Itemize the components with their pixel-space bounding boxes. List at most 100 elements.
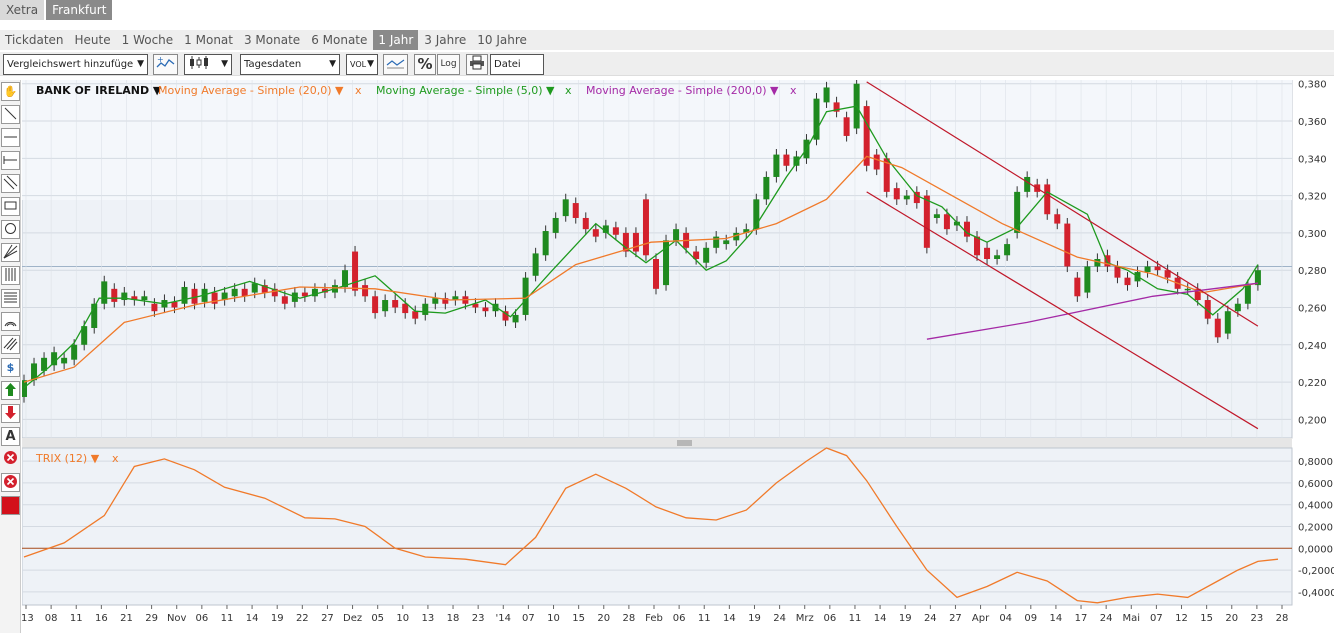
x-tick-label: 08 <box>45 613 58 624</box>
text-tool-icon[interactable]: A <box>1 427 20 446</box>
candle-body <box>793 156 800 166</box>
print-icon[interactable] <box>466 54 488 75</box>
tab-3-jahre[interactable]: 3 Jahre <box>424 33 467 47</box>
legend-ma20-close[interactable]: x <box>355 84 362 97</box>
drawing-toolbar: ✋ $ A <box>0 80 21 633</box>
price-label-icon[interactable]: $ <box>1 358 20 377</box>
legend-instrument[interactable]: BANK OF IRELAND ▼ <box>36 84 162 97</box>
panel-splitter[interactable] <box>22 438 1292 448</box>
candle-body <box>301 292 308 297</box>
data-interval-select[interactable]: Tagesdaten ▼ <box>240 54 340 75</box>
line-style-icon[interactable] <box>383 54 408 75</box>
x-tick-label: 21 <box>120 613 133 624</box>
candle-body <box>392 300 399 308</box>
x-tick-label: Feb <box>645 613 663 624</box>
legend-ma200-close[interactable]: x <box>790 84 797 97</box>
x-tick-label: 05 <box>371 613 384 624</box>
fan-lines-icon[interactable] <box>1 243 20 262</box>
legend-ma5[interactable]: Moving Average - Simple (5,0) ▼ <box>376 84 555 97</box>
data-interval-value: Tagesdaten <box>244 59 302 70</box>
compare-select[interactable]: Vergleichswert hinzufüge ▼ <box>3 54 148 75</box>
candle-body <box>372 296 379 314</box>
arrow-up-icon[interactable] <box>1 381 20 400</box>
price-y-tick-label: 0,340 <box>1298 154 1327 165</box>
candle-body <box>933 214 940 218</box>
arrow-down-icon[interactable] <box>1 404 20 423</box>
tab-xetra[interactable]: Xetra <box>0 0 45 20</box>
file-menu-label: Datei <box>494 59 521 70</box>
legend-ma5-close[interactable]: x <box>565 84 572 97</box>
price-y-tick-label: 0,220 <box>1298 378 1327 389</box>
svg-text:+: + <box>157 55 164 64</box>
tab-1-woche[interactable]: 1 Woche <box>121 33 174 47</box>
legend-trix[interactable]: TRIX (12) ▼ <box>35 452 100 465</box>
splitter-grip-icon[interactable] <box>677 440 692 446</box>
volume-select[interactable]: VOL ▼ <box>346 54 378 75</box>
tab-tickdaten[interactable]: Tickdaten <box>5 33 64 47</box>
tab-1-jahr[interactable]: 1 Jahr <box>373 30 419 50</box>
delete-all-icon[interactable] <box>1 473 20 492</box>
candle-body <box>1104 255 1111 267</box>
candle-body <box>522 277 529 315</box>
ellipse-icon[interactable] <box>1 220 20 239</box>
file-menu-button[interactable]: Datei <box>490 54 544 75</box>
legend-ma200[interactable]: Moving Average - Simple (200,0) ▼ <box>586 84 779 97</box>
candle-body <box>422 303 429 315</box>
candle-body <box>883 158 890 192</box>
candle-body <box>562 199 569 217</box>
chart-type-select[interactable]: ▼ <box>184 54 232 75</box>
parallel-channel-icon[interactable] <box>1 174 20 193</box>
horizontal-line-icon[interactable] <box>1 128 20 147</box>
tab-heute[interactable]: Heute <box>74 33 111 47</box>
ray-line-icon[interactable] <box>1 151 20 170</box>
candle-body <box>612 227 619 235</box>
rectangle-icon[interactable] <box>1 197 20 216</box>
price-y-tick-label: 0,300 <box>1298 229 1327 240</box>
x-tick-label: 20 <box>597 613 610 624</box>
candle-body <box>703 247 710 263</box>
delete-drawing-icon[interactable] <box>1 450 20 469</box>
candle-body <box>382 300 389 312</box>
candle-body <box>141 296 148 301</box>
candle-body <box>1064 223 1071 267</box>
candle-body <box>1164 270 1171 278</box>
color-picker-icon[interactable] <box>1 496 20 515</box>
tab-1-monat[interactable]: 1 Monat <box>184 33 233 47</box>
candle-body <box>632 232 639 252</box>
legend-ma20[interactable]: Moving Average - Simple (20,0) ▼ <box>158 84 344 97</box>
x-tick-label: Mrz <box>796 613 814 624</box>
legend-trix-close[interactable]: x <box>112 452 119 465</box>
trend-line-icon[interactable] <box>1 105 20 124</box>
price-y-tick-label: 0,360 <box>1298 117 1327 128</box>
compare-select-value: Vergleichswert hinzufüge <box>7 59 134 70</box>
candle-body <box>352 251 359 291</box>
hand-icon[interactable]: ✋ <box>1 82 20 101</box>
x-tick-label: 14 <box>1050 613 1063 624</box>
candle-body <box>653 259 659 289</box>
x-tick-label: 11 <box>221 613 234 624</box>
percent-button[interactable]: % <box>414 54 436 75</box>
gann-fan-icon[interactable] <box>1 335 20 354</box>
candle-body <box>362 285 369 297</box>
x-tick-label: 24 <box>924 613 937 624</box>
tab-6-monate[interactable]: 6 Monate <box>311 33 368 47</box>
chart-area[interactable]: 0,380 0,360 0,340 0,320 0,300 0,280 0,260 0,240… <box>22 80 1334 633</box>
volume-label: VOL <box>350 60 367 69</box>
tab-frankfurt[interactable]: Frankfurt <box>46 0 113 20</box>
fibonacci-retracement-icon[interactable] <box>1 289 20 308</box>
log-scale-button[interactable]: Log <box>437 54 460 75</box>
candle-body <box>1124 277 1131 286</box>
candle-body <box>893 188 900 200</box>
price-line-series <box>23 81 1259 430</box>
candle-body <box>22 380 27 397</box>
candle-body <box>81 326 88 345</box>
fibonacci-vertical-icon[interactable] <box>1 266 20 285</box>
candle-body <box>251 283 258 293</box>
candle-body <box>1244 285 1251 304</box>
indicator-add-icon[interactable]: + <box>153 54 178 75</box>
candle-body <box>512 314 519 323</box>
trix-y-tick-label: -0,2000 <box>1298 566 1334 577</box>
tab-3-monate[interactable]: 3 Monate <box>243 33 301 47</box>
tab-10-jahre[interactable]: 10 Jahre <box>477 33 527 47</box>
fibonacci-arc-icon[interactable] <box>1 312 20 331</box>
